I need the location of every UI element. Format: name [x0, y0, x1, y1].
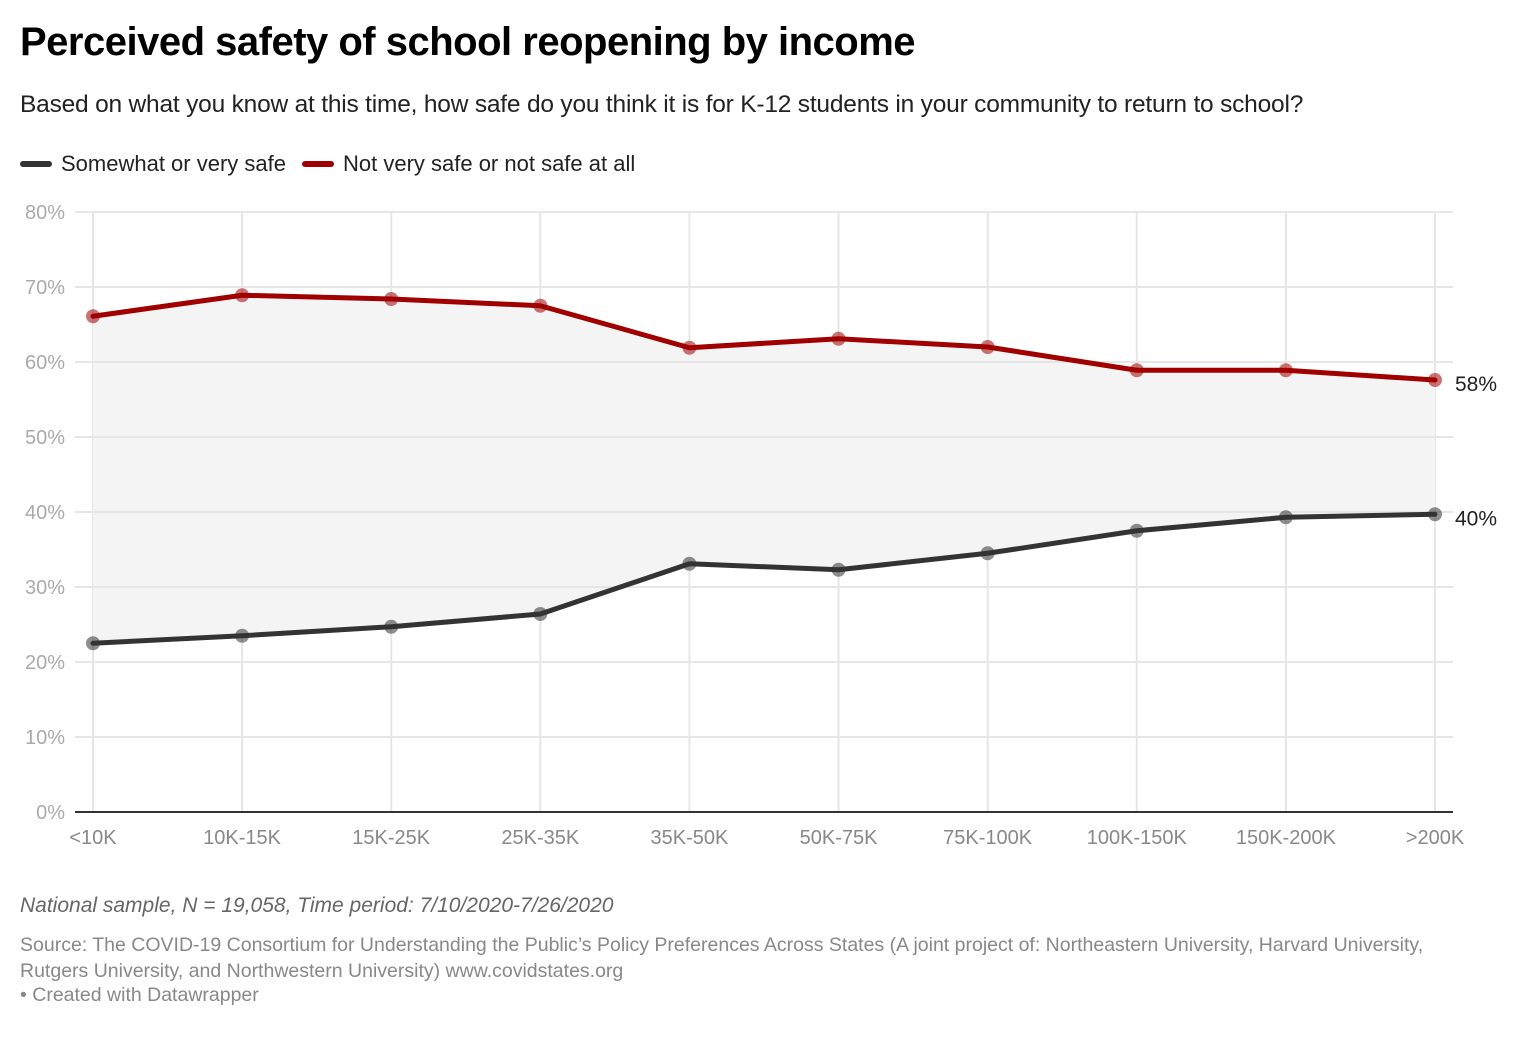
area-between-series — [93, 295, 1435, 644]
legend-swatch-safe — [20, 161, 52, 167]
y-axis-labels: 0% 10% 20% 30% 40% 50% 60% 70% 80% — [25, 202, 65, 824]
line-chart: 0% 10% 20% 30% 40% 50% 60% 70% 80% <10K 10K-15K 15… — [25, 202, 1497, 849]
chart-credit: • Created with Datawrapper — [20, 984, 259, 1006]
x-tick-label: 100K-150K — [1087, 827, 1188, 849]
chart-subtitle: Based on what you know at this time, how… — [20, 91, 1304, 118]
x-tick-label: 10K-15K — [203, 827, 281, 849]
y-tick-label: 50% — [25, 427, 65, 449]
y-tick-label: 70% — [25, 277, 65, 299]
x-tick-label: 15K-25K — [352, 827, 430, 849]
legend: Somewhat or very safe Not very safe or n… — [20, 151, 651, 177]
end-label-safe: 40% — [1455, 507, 1497, 530]
chart-notes: National sample, N = 19,058, Time period… — [20, 894, 614, 917]
x-tick-label: <10K — [69, 827, 117, 849]
x-axis-labels: <10K 10K-15K 15K-25K 25K-35K 35K-50K 50K-75K 7… — [69, 827, 1464, 849]
x-tick-label: 150K-200K — [1236, 827, 1337, 849]
legend-label-safe: Somewhat or very safe — [61, 151, 286, 176]
series-line-safe — [90, 511, 1438, 646]
y-tick-label: 30% — [25, 577, 65, 599]
chart-source: Source: The COVID-19 Consortium for Unde… — [20, 934, 1424, 982]
y-tick-label: 80% — [25, 202, 65, 224]
series-safe: 40% — [86, 507, 1497, 651]
y-tick-label: 10% — [25, 727, 65, 749]
y-tick-label: 40% — [25, 502, 65, 524]
legend-label-not-safe: Not very safe or not safe at all — [342, 151, 636, 176]
series-line-not-safe — [90, 292, 1438, 383]
legend-item-not-safe: Not very safe or not safe at all — [301, 151, 636, 177]
end-label-not-safe: 58% — [1455, 373, 1497, 396]
x-tick-label: 50K-75K — [800, 827, 878, 849]
series-not-safe: 58% — [86, 288, 1497, 396]
y-tick-label: 60% — [25, 352, 65, 374]
legend-swatch-not-safe — [301, 161, 334, 167]
x-tick-label: 25K-35K — [501, 827, 579, 849]
x-tick-label: 35K-50K — [651, 827, 729, 849]
x-tick-label: 75K-100K — [943, 827, 1033, 849]
series-group: 58% 40% — [86, 288, 1497, 651]
y-tick-label: 0% — [36, 802, 65, 824]
y-gridlines-overlay — [75, 211, 1453, 738]
x-tick-label: >200K — [1406, 827, 1465, 849]
legend-item-safe: Somewhat or very safe — [20, 151, 286, 177]
chart-title: Perceived safety of school reopening by … — [20, 20, 916, 64]
y-tick-label: 20% — [25, 652, 65, 674]
